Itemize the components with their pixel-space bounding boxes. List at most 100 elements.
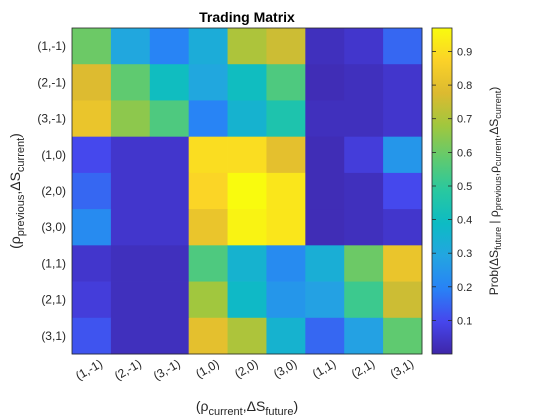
heatmap-cell [383,100,423,138]
heatmap-cell [344,317,384,355]
heatmap-cell [188,28,228,65]
heatmap-cell [110,209,151,246]
y-tick-label: (2,-1) [37,75,66,89]
y-tick-label: (1,1) [41,256,66,270]
colorbar-tick-label: 0.7 [457,114,472,126]
heatmap-cell [344,172,384,210]
y-tick-label: (2,0) [41,184,66,198]
heatmap-cell [266,209,306,246]
heatmap-cell [227,172,267,210]
x-tick-label: (3,0) [271,356,299,380]
heatmap-cell [72,245,112,282]
x-tick-label: (1,0) [193,356,221,380]
heatmap-cell [305,64,345,101]
heatmap-cell [344,64,384,101]
y-tick-label: (1,-1) [37,39,66,53]
heatmap-cell [305,209,345,246]
colorbar-tick-label: 0.3 [457,248,472,260]
heatmap-cell [305,136,345,174]
heatmap-cell [383,245,423,282]
heatmap-cell [227,209,267,246]
heatmap-cell [149,172,190,210]
heatmap-cell [383,317,423,355]
heatmap-cell [72,64,112,101]
heatmap-cell [305,172,345,210]
y-tick-label: (3,1) [41,329,66,343]
heatmap-cell [383,136,423,174]
heatmap-cell [383,209,423,246]
heatmap-cell [188,209,228,246]
heatmap-cell [305,100,345,138]
heatmap-cell [110,281,151,319]
x-tick-label: (2,-1) [112,356,144,382]
heatmap-cell [305,28,345,65]
heatmap-cell [72,100,112,138]
heatmap-cell [72,281,112,319]
heatmap-cell [227,28,267,65]
x-tick-label: (1,-1) [73,356,105,382]
y-tick-label: (3,0) [41,220,66,234]
colorbar-tick-label: 0.6 [457,147,472,159]
heatmap-cell [188,136,228,174]
colorbar-tick-label: 0.5 [457,181,472,193]
colorbar-tick-label: 0.8 [457,80,472,92]
heatmap-cell [266,64,306,101]
heatmap-cell [188,100,228,138]
colorbar-tick-label: 0.4 [457,215,472,227]
x-tick-label: (3,1) [388,356,416,380]
heatmap-cell [149,28,190,65]
heatmap-cells [72,28,423,355]
heatmap-cell [72,28,112,65]
heatmap-cell [266,28,306,65]
heatmap-cell [110,64,151,101]
heatmap-cell [344,28,384,65]
heatmap-cell [305,281,345,319]
y-axis-label: (ρprevious,ΔScurrent) [7,133,27,249]
heatmap-cell [188,281,228,319]
heatmap-cell [383,64,423,101]
y-tick-labels: (1,-1) (2,-1) (3,-1) (1,0) (2,0) (3,0) (1,1) (2… [37,39,66,343]
heatmap-cell [72,136,112,174]
x-tick-labels: (1,-1) (2,-1) (3,-1) (1,0) (2,0) (3,0) (1,1) (2… [73,356,416,382]
x-tick-label: (2,0) [232,356,260,380]
heatmap-cell [305,317,345,355]
heatmap-cell [149,245,190,282]
heatmap-cell [227,136,267,174]
heatmap-cell [188,245,228,282]
heatmap-cell [266,317,306,355]
heatmap-cell [383,28,423,65]
heatmap-cell [266,172,306,210]
heatmap-cell [188,64,228,101]
heatmap-cell [72,172,112,210]
heatmap-cell [110,136,151,174]
heatmap-cell [344,209,384,246]
y-tick-label: (1,0) [41,148,66,162]
heatmap-cell [266,281,306,319]
heatmap-cell [149,317,190,355]
plot-border [71,27,423,355]
heatmap-cell [227,245,267,282]
colorbar-tick-label: 0.1 [457,315,472,327]
heatmap-cell [344,100,384,138]
heatmap-cell [149,100,190,138]
heatmap-cell [227,64,267,101]
heatmap-cell [227,100,267,138]
chart-title: Trading Matrix [199,9,295,25]
colorbar-ticks: 0.1 0.2 0.3 0.4 0.5 0.6 0.7 0.8 0.9 [432,47,472,327]
heatmap-cell [305,245,345,282]
heatmap-cell [188,172,228,210]
heatmap-cell [72,317,112,355]
heatmap-cell [344,245,384,282]
colorbar-tick-label: 0.2 [457,282,472,294]
y-tick-label: (2,1) [41,293,66,307]
x-tick-label: (1,1) [310,356,338,380]
heatmap-cell [266,100,306,138]
heatmap-cell [344,281,384,319]
heatmap-cell [227,317,267,355]
heatmap-cell [344,136,384,174]
y-tick-label: (3,-1) [37,112,66,126]
heatmap-cell [383,281,423,319]
heatmap-cell [149,64,190,101]
colorbar [431,27,453,355]
